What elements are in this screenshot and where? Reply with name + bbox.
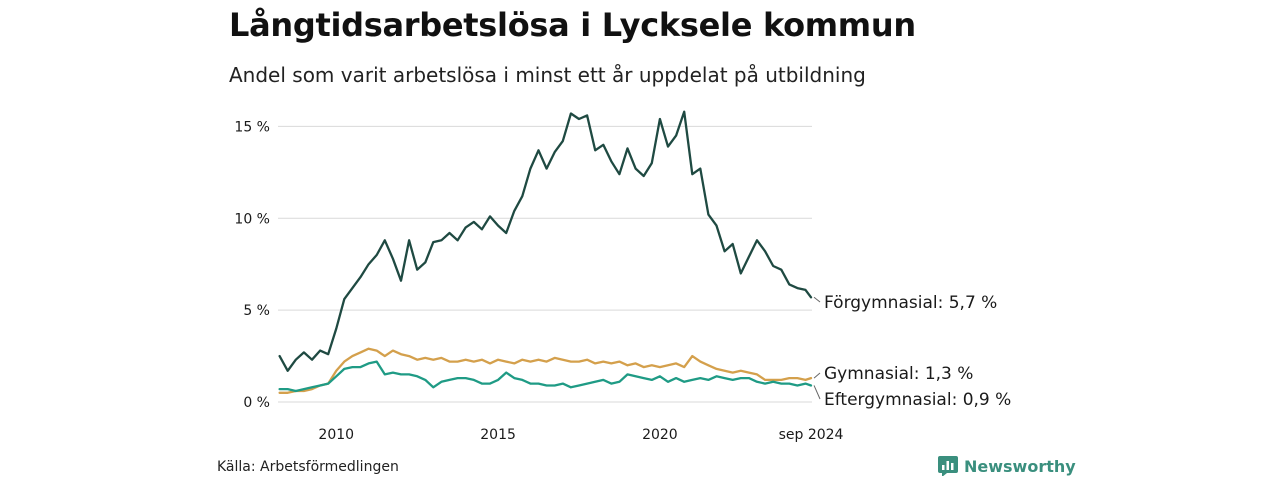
grid-layer — [278, 125, 812, 403]
brand-name: Newsworthy — [964, 456, 1076, 476]
end-label-leader — [813, 372, 821, 379]
x-tick-label: 2010 — [318, 427, 354, 443]
x-tick-label: sep 2024 — [779, 427, 844, 443]
end-label-leader — [813, 385, 821, 400]
y-tick-label: 5 % — [243, 303, 270, 319]
end-label-leader — [813, 296, 821, 303]
end-label-förgymnasial: Förgymnasial: 5,7 % — [824, 293, 997, 313]
source-note: Källa: Arbetsförmedlingen — [217, 459, 399, 475]
x-tick-label: 2015 — [480, 427, 516, 443]
end-label-eftergymnasial: Eftergymnasial: 0,9 % — [824, 390, 1011, 410]
series-line-förgymnasial — [278, 110, 813, 372]
chart-title: Långtidsarbetslösa i Lycksele kommun — [229, 6, 916, 44]
y-tick-label: 15 % — [234, 119, 270, 135]
series-layer — [278, 110, 813, 394]
x-axis: 2010 2015 2020 sep 2024 — [318, 427, 843, 443]
series-line-gymnasial — [278, 347, 813, 394]
y-tick-label: 10 % — [234, 211, 270, 227]
y-tick-label: 0 % — [243, 395, 270, 411]
end-label-gymnasial: Gymnasial: 1,3 % — [824, 364, 973, 384]
brand-logo: Newsworthy — [938, 456, 1076, 476]
y-axis: 0 % 5 % 10 % 15 % — [234, 119, 270, 411]
newsworthy-logo-icon — [938, 456, 958, 476]
end-labels: Förgymnasial: 5,7 % Gymnasial: 1,3 % Efter… — [813, 293, 1011, 410]
chart-subtitle: Andel som varit arbetslösa i minst ett å… — [229, 63, 866, 87]
series-line-eftergymnasial — [278, 360, 813, 393]
x-tick-label: 2020 — [642, 427, 678, 443]
